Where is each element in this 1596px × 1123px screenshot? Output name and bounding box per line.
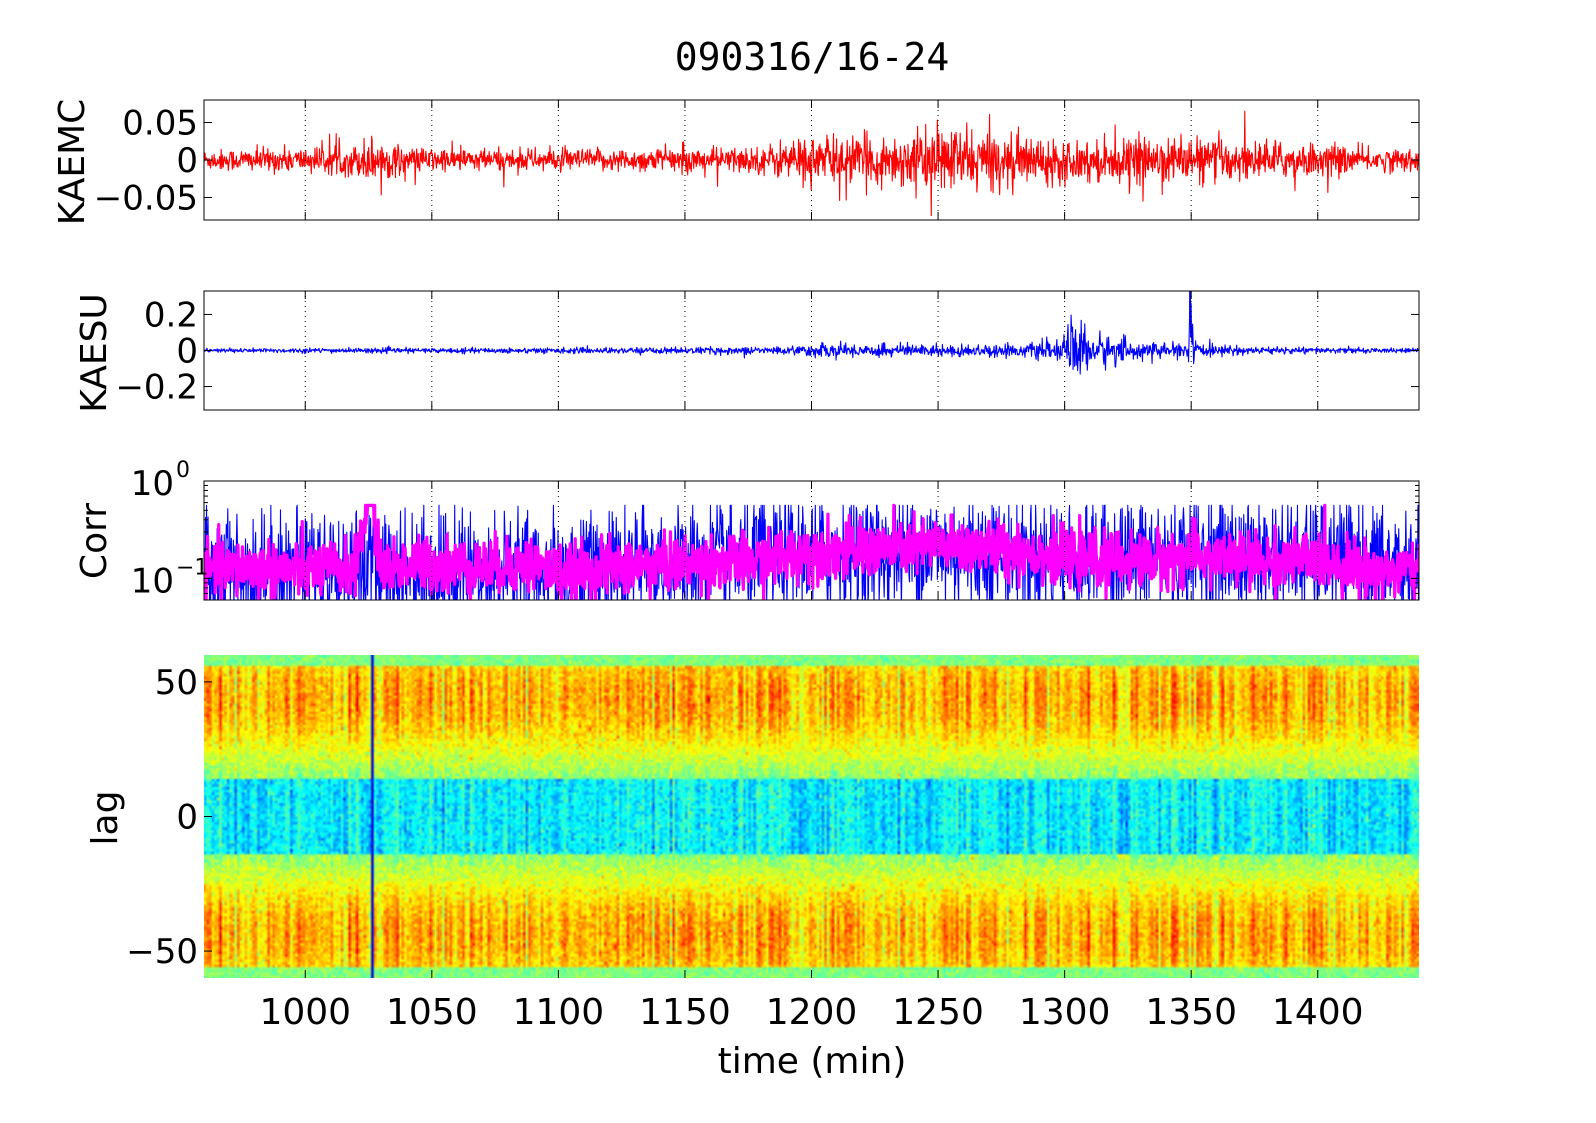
x-tick-label: 1200 — [766, 992, 858, 1033]
kaesu-ylabel: KAESU — [74, 293, 115, 413]
kaemc-panel: 0.050−0.05 KAEMC — [52, 99, 1420, 226]
y-tick-label: 0 — [176, 798, 198, 838]
y-tick-label-exponent: −1 — [176, 555, 208, 580]
y-tick-label: 10 — [131, 561, 174, 601]
x-tick-label: 1300 — [1019, 992, 1111, 1033]
kaemc-axes: 0.050−0.05 — [94, 99, 1420, 221]
x-tick-label: 1100 — [513, 992, 605, 1033]
y-tick-label: −0.2 — [115, 368, 198, 408]
kaemc-plot-area — [204, 110, 1419, 217]
lag-heatmap-area — [204, 655, 1419, 978]
x-tick-label: 1350 — [1145, 992, 1237, 1033]
y-tick-label: 0 — [176, 332, 198, 372]
x-tick-label: 1050 — [386, 992, 478, 1033]
x-tick-label: 1400 — [1272, 992, 1364, 1033]
lag-heatmap-image — [204, 655, 1419, 978]
y-tick-label: 0 — [176, 141, 198, 181]
x-tick-label: 1150 — [639, 992, 731, 1033]
lag-heatmap-panel: 50 0 −50 1000 1050 1100 1150 1200 1250 1300 1350 14… — [85, 655, 1419, 1033]
series-1-line — [204, 291, 1419, 375]
series-2-line — [204, 503, 1419, 600]
y-tick-label: −0.05 — [94, 179, 198, 219]
series-1-line — [204, 110, 1419, 217]
y-tick-label: −50 — [126, 932, 198, 972]
y-tick-label: 0.05 — [122, 104, 198, 144]
y-tick-label: 50 — [155, 663, 198, 703]
corr-ylabel: Corr — [74, 503, 115, 579]
figure-title: 090316/16-24 — [675, 35, 950, 79]
x-tick-label: 1000 — [259, 992, 351, 1033]
kaesu-panel: 0.20−0.2 KAESU — [74, 290, 1420, 413]
kaemc-ylabel: KAEMC — [52, 99, 93, 226]
y-tick-label: 10 — [131, 464, 174, 504]
y-tick-label-exponent: 0 — [176, 458, 190, 483]
kaesu-axes: 0.20−0.2 — [115, 290, 1420, 411]
y-tick-label: 0.2 — [144, 295, 198, 335]
lag-axes: 50 0 −50 1000 1050 1100 1150 1200 1250 1300 1350 14… — [126, 663, 1363, 1033]
kaesu-plot-area — [204, 291, 1419, 375]
x-axis-label: time (min) — [718, 1041, 907, 1082]
corr-plot-area — [204, 503, 1419, 600]
x-tick-label: 1250 — [892, 992, 984, 1033]
lag-ylabel: lag — [85, 791, 126, 846]
